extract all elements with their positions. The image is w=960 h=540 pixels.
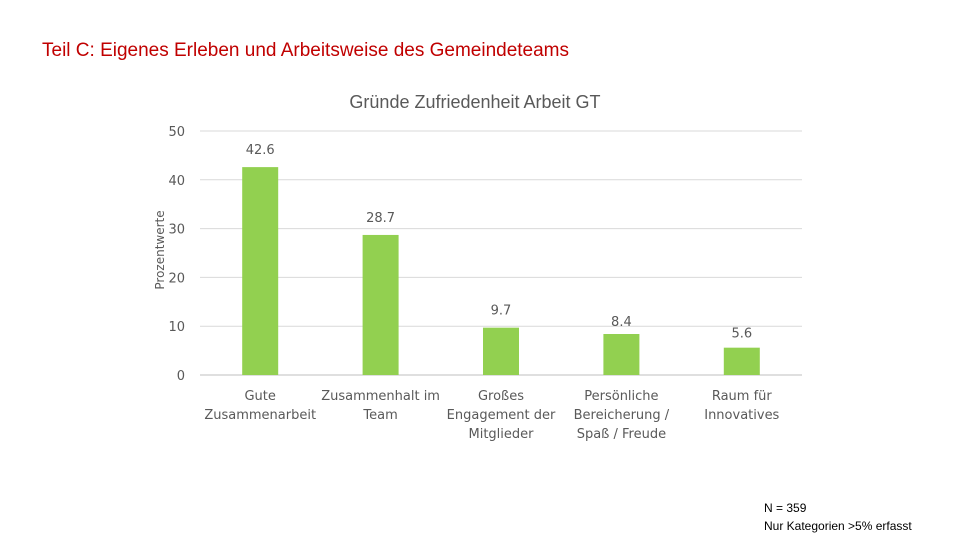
x-tick-label-line: Mitglieder [469,427,535,442]
x-tick-label-line: Bereicherung / [574,408,670,423]
x-tick-label-line: Engagement der [447,408,556,423]
x-tick-label-line: Spaß / Freude [577,427,666,442]
category-note: Nur Kategorien >5% erfasst [764,519,912,533]
x-tick-label-line: Innovatives [704,408,779,423]
bar [362,234,399,375]
x-tick-label-line: Persönliche [584,389,658,404]
bar [603,334,640,375]
x-tick-label-line: Team [362,408,397,423]
data-label: 5.6 [731,327,752,342]
page-title: Teil C: Eigenes Erleben und Arbeitsweise… [42,40,570,61]
chart-title: Gründe Zufriedenheit Arbeit GT [349,92,601,112]
y-tick-label: 0 [177,369,185,384]
x-tick-label: Raum für Innovatives [704,389,779,423]
data-label: 8.4 [611,315,632,330]
x-tick-label: Gute Zusammenarbeit [204,389,316,423]
data-label: 42.6 [246,143,275,158]
y-tick-label: 20 [168,271,185,286]
x-tick-label-line: Zusammenarbeit [204,408,316,423]
data-label: 28.7 [366,211,395,226]
x-tick-label-line: Zusammenhalt im [321,389,440,404]
sample-size: N = 359 [764,501,807,515]
y-tick-label: 40 [168,174,185,189]
bar [483,327,519,375]
data-label: 9.7 [491,304,512,319]
footnote: N = 359 Nur Kategorien >5% erfasst [764,499,912,535]
x-tick-label-line: Gute [244,389,275,404]
bar [723,347,760,375]
bar [242,167,279,375]
y-axis-label: Prozentwerte [153,210,167,289]
x-tick-label-line: Großes [478,389,524,404]
x-tick-label-line: Raum für [712,389,773,404]
y-tick-label: 50 [168,125,185,140]
x-tick-label: Persönliche Bereicherung / Spaß / Freude [574,389,670,442]
x-tick-label: Zusammenhalt im Team [321,389,440,423]
y-tick-label: 30 [168,223,185,238]
y-tick-label: 10 [168,320,185,335]
x-tick-label: Großes Engagement der Mitglieder [447,389,556,442]
